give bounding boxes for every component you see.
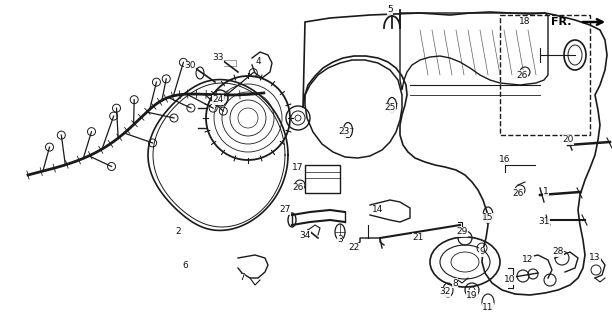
Text: 1: 1 [543, 188, 549, 196]
Text: 9: 9 [479, 247, 485, 257]
Text: 10: 10 [504, 276, 516, 284]
Text: 15: 15 [482, 213, 494, 222]
Text: 24: 24 [212, 95, 223, 105]
Bar [305, 165, 340, 193]
Text: 7: 7 [239, 274, 245, 283]
Text: 19: 19 [466, 291, 478, 300]
Text: 16: 16 [499, 156, 511, 164]
Text: 26: 26 [293, 183, 304, 193]
Text: 3: 3 [337, 236, 343, 244]
Text: 28: 28 [552, 247, 564, 257]
Text: 22: 22 [348, 244, 360, 252]
Text: 32: 32 [439, 287, 450, 297]
Text: 18: 18 [519, 18, 531, 27]
Text: 25: 25 [384, 103, 396, 113]
Text: 26: 26 [517, 70, 528, 79]
Text: 17: 17 [293, 164, 304, 172]
Text: 5: 5 [387, 5, 393, 14]
Text: 2: 2 [175, 228, 181, 236]
Text: FR.: FR. [551, 17, 572, 27]
Text: 26: 26 [512, 188, 524, 197]
Text: 4: 4 [255, 58, 261, 67]
Text: 12: 12 [522, 255, 534, 265]
Text: 30: 30 [184, 61, 196, 70]
Text: 11: 11 [482, 303, 494, 313]
Text: 8: 8 [452, 278, 458, 287]
Text: 31: 31 [538, 218, 550, 227]
Text: 13: 13 [589, 253, 601, 262]
Text: 23: 23 [338, 127, 349, 137]
Text: 6: 6 [182, 260, 188, 269]
Text: 33: 33 [212, 53, 224, 62]
Text: 14: 14 [372, 205, 384, 214]
Text: 27: 27 [279, 205, 291, 214]
Text: 34: 34 [299, 230, 311, 239]
Text: 21: 21 [412, 234, 424, 243]
Text: 20: 20 [562, 135, 573, 145]
Bar [500, 15, 590, 135]
Text: 29: 29 [457, 228, 468, 236]
